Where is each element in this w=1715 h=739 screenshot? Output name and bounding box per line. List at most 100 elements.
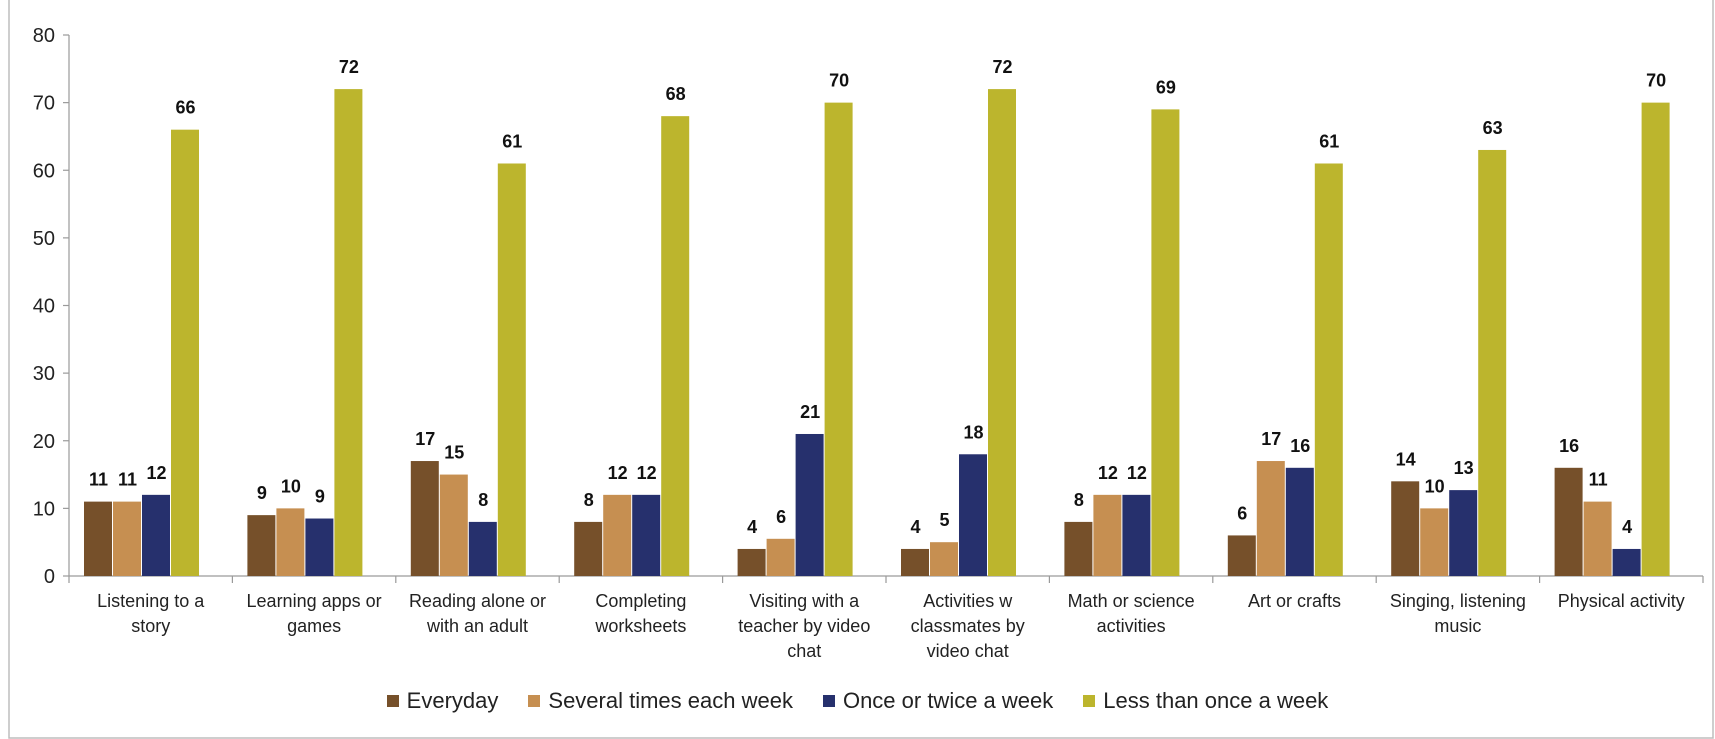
data-label: 21	[800, 402, 820, 422]
data-label: 4	[747, 517, 757, 537]
category-label-line: Math or science	[1068, 591, 1195, 611]
category-label-line: chat	[787, 641, 821, 661]
chart-border	[8, 0, 1714, 739]
bar	[795, 433, 824, 576]
data-label: 10	[1425, 476, 1445, 496]
bar	[930, 542, 958, 576]
category-label-line: worksheets	[594, 616, 686, 636]
data-label: 11	[118, 470, 137, 490]
category-label: Listening to a story	[97, 591, 205, 636]
data-label: 63	[1483, 118, 1503, 138]
data-label: 9	[257, 483, 267, 503]
category-label-line: teacher by video	[738, 616, 870, 636]
category-label-line: video chat	[927, 641, 1009, 661]
category-label: Singing, listening music	[1390, 591, 1526, 636]
bar	[603, 494, 632, 576]
bar	[410, 461, 439, 576]
legend-label: Several times each week	[548, 688, 793, 713]
data-label: 8	[584, 490, 594, 510]
bar	[171, 129, 199, 577]
legend-label: Everyday	[406, 688, 499, 713]
data-label: 68	[666, 84, 686, 104]
data-label: 10	[281, 476, 301, 496]
data-label: 18	[963, 422, 983, 442]
legend: Everyday Several times each week Once or t…	[0, 688, 1715, 714]
category-label-line: music	[1434, 616, 1481, 636]
bar	[1122, 494, 1151, 576]
data-label: 12	[608, 463, 628, 483]
category-label-line: Learning apps or	[247, 591, 382, 611]
bar	[737, 548, 766, 576]
data-label: 13	[1454, 458, 1474, 478]
legend-swatch	[822, 695, 835, 707]
data-label: 11	[89, 470, 108, 490]
y-tick-label: 40	[33, 296, 55, 318]
legend-item: Several times each week	[528, 688, 793, 714]
legend-item: Everyday	[386, 688, 499, 714]
data-label: 70	[1646, 71, 1666, 91]
bar	[901, 548, 929, 576]
category-label-line: activities	[1097, 616, 1166, 636]
bar	[766, 538, 795, 576]
bar	[632, 494, 661, 576]
bar	[1641, 102, 1670, 576]
bar	[1285, 467, 1314, 576]
bar	[574, 521, 603, 576]
bar	[1064, 521, 1093, 576]
data-label: 8	[478, 490, 488, 510]
y-tick-label: 50	[33, 228, 55, 250]
bar	[661, 116, 690, 577]
data-label: 66	[175, 98, 195, 118]
data-label: 15	[444, 443, 464, 463]
data-label: 14	[1396, 449, 1416, 469]
data-label: 4	[1622, 517, 1632, 537]
data-label: 69	[1156, 77, 1176, 97]
bar	[1583, 501, 1612, 576]
y-tick-label: 80	[33, 25, 55, 47]
data-label: 12	[1127, 463, 1147, 483]
category-label-line: classmates by	[911, 616, 1025, 636]
bar	[276, 508, 305, 576]
bar	[988, 89, 1016, 576]
y-tick-label: 10	[33, 498, 55, 520]
category-label: Learning apps or games	[247, 591, 382, 636]
data-label: 8	[1074, 490, 1084, 510]
legend-swatch	[386, 695, 399, 707]
bar	[1420, 508, 1449, 576]
bar	[439, 474, 468, 576]
data-label: 70	[829, 71, 849, 91]
category-label-line: Art or crafts	[1248, 591, 1341, 611]
bar	[497, 163, 526, 577]
legend-label: Once or twice a week	[842, 688, 1054, 713]
bar	[1314, 163, 1343, 577]
bar	[1612, 548, 1641, 576]
category-label-line: games	[287, 616, 341, 636]
bar	[334, 89, 363, 576]
bar	[113, 501, 141, 576]
category-label: Art or crafts	[1248, 591, 1341, 611]
legend-item: Less than once a week	[1083, 688, 1328, 714]
bar	[959, 454, 987, 576]
bar	[1449, 490, 1478, 576]
data-label: 72	[339, 57, 359, 77]
category-label: Completing worksheets	[594, 591, 686, 636]
category-label-line: Reading alone or	[409, 591, 546, 611]
data-label: 12	[637, 463, 657, 483]
category-label-line: Visiting with a	[749, 591, 860, 611]
data-label: 16	[1559, 436, 1579, 456]
bar	[1151, 109, 1180, 576]
bar	[1391, 481, 1420, 576]
bar	[824, 102, 853, 576]
legend-swatch	[528, 695, 541, 707]
legend-item: Once or twice a week	[822, 688, 1054, 714]
legend-swatch	[1083, 695, 1096, 707]
bar	[247, 515, 276, 576]
bar	[1256, 461, 1285, 576]
data-label: 17	[1261, 429, 1281, 449]
category-label: Reading alone or with an adult	[409, 591, 546, 636]
y-tick-label: 20	[33, 431, 55, 453]
category-label-line: story	[131, 616, 170, 636]
category-label: Math or science activities	[1068, 591, 1195, 636]
